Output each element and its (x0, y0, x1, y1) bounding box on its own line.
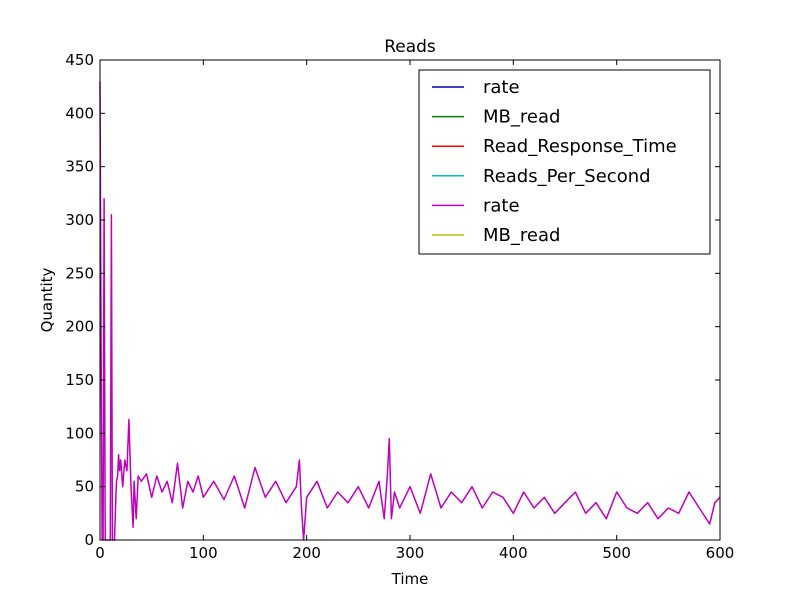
x-tick-label: 600 (706, 544, 735, 562)
y-tick-label: 300 (65, 211, 94, 229)
x-tick-label: 400 (499, 544, 528, 562)
y-tick-label: 250 (65, 264, 94, 282)
legend-label: MB_read (483, 107, 560, 128)
x-tick-label: 100 (189, 544, 218, 562)
x-tick-label: 500 (602, 544, 631, 562)
x-tick-label: 0 (95, 544, 105, 562)
legend-label: MB_read (483, 225, 560, 246)
chart-title: Reads (384, 37, 436, 57)
y-tick-label: 450 (65, 51, 94, 69)
y-axis-label: Quantity (38, 267, 56, 332)
legend-label: rate (483, 77, 520, 98)
series-layer (99, 81, 721, 541)
legend-box (418, 69, 711, 255)
y-tick-label: 100 (65, 424, 94, 442)
y-tick-label: 350 (65, 158, 94, 176)
y-tick-label: 0 (84, 531, 94, 549)
legend-label: Read_Response_Time (483, 136, 677, 157)
y-tick-label: 50 (75, 478, 94, 496)
legend: rate MB_read Read_Response_Time Reads_Per_S… (418, 69, 711, 255)
y-axis: 0 50 100 150 200 250 300 350 400 450 (65, 51, 720, 549)
legend-label: rate (483, 195, 520, 216)
legend-label: Reads_Per_Second (483, 166, 651, 187)
x-axis-label: Time (391, 570, 429, 588)
y-tick-label: 200 (65, 318, 94, 336)
y-tick-label: 150 (65, 371, 94, 389)
x-tick-label: 200 (292, 544, 321, 562)
series-line-rate-4 (99, 81, 721, 541)
x-axis: 0 100 200 300 400 500 600 (95, 60, 734, 562)
x-tick-label: 300 (396, 544, 425, 562)
y-tick-label: 400 (65, 104, 94, 122)
